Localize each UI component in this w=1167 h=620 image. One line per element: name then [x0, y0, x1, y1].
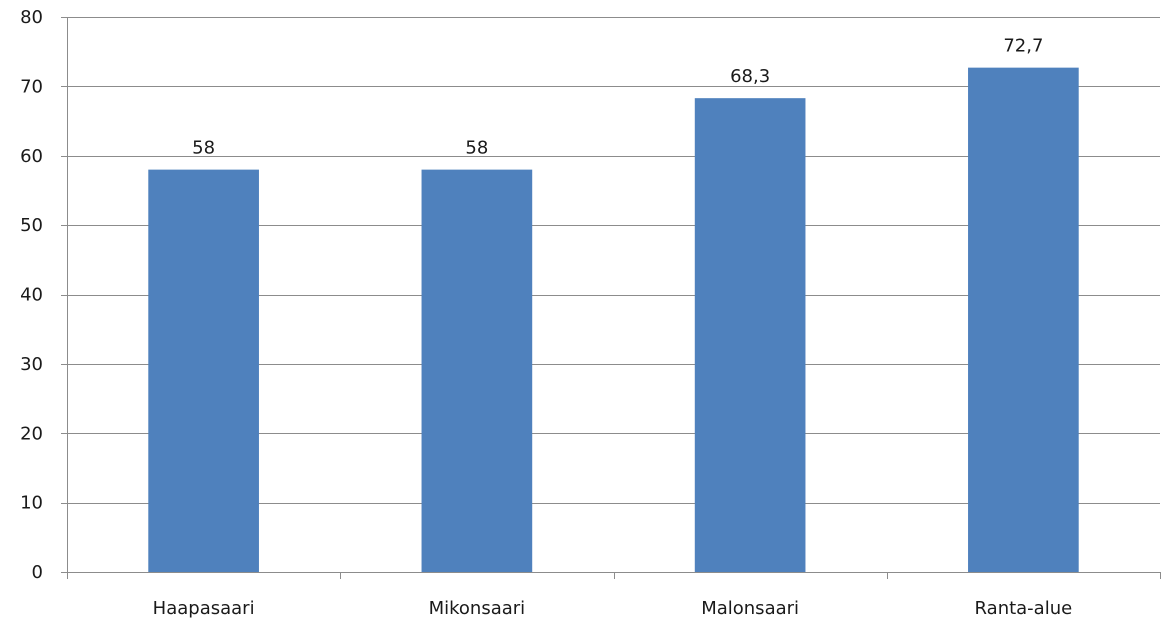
y-axis-tick-labels: 0 10 20 30 40 50 60 70 80	[20, 7, 43, 583]
x-axis-category-labels: Haapasaari Mikonsaari Malonsaari Ranta-alue	[153, 598, 1073, 619]
y-tick-label: 50	[20, 215, 43, 236]
x-category-label: Ranta-alue	[975, 598, 1073, 619]
bar-haapasaari	[148, 169, 259, 572]
data-label: 58	[465, 138, 488, 159]
bar-mikonsaari	[421, 169, 533, 572]
x-category-label: Mikonsaari	[429, 598, 526, 619]
y-tick-label: 0	[32, 562, 43, 583]
y-tick-label: 30	[20, 354, 43, 375]
x-category-label: Haapasaari	[153, 598, 255, 619]
bar-ranta-alue	[968, 67, 1079, 573]
y-tick-label: 20	[20, 423, 43, 444]
bar-malonsaari	[694, 98, 806, 572]
y-tick-label: 60	[20, 146, 43, 167]
axes	[61, 17, 1161, 579]
y-tick-label: 10	[20, 493, 43, 514]
bars	[148, 67, 1079, 573]
y-tick-label: 80	[20, 7, 43, 28]
y-tick-label: 40	[20, 285, 43, 306]
data-label: 72,7	[1003, 36, 1043, 57]
data-label: 68,3	[730, 66, 770, 87]
x-category-label: Malonsaari	[701, 598, 799, 619]
data-label: 58	[192, 138, 215, 159]
y-tick-label: 70	[20, 76, 43, 97]
data-labels: 58 58 68,3 72,7	[192, 36, 1043, 159]
